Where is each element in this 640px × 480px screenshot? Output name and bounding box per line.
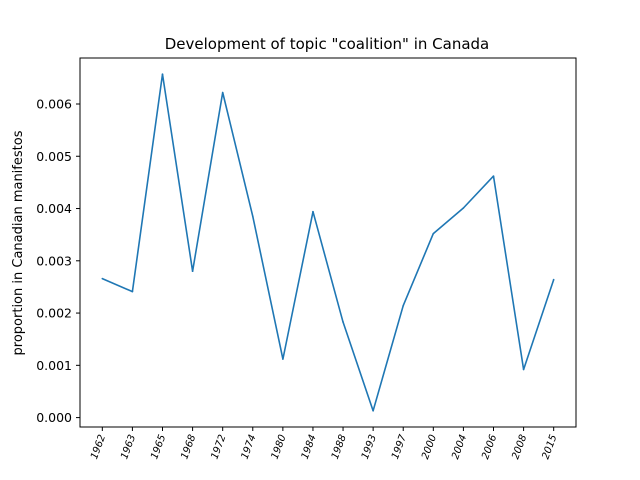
series-line <box>101 73 555 412</box>
data-point <box>191 270 194 273</box>
x-tick-label: 1965 <box>149 433 168 461</box>
data-point <box>492 175 495 177</box>
plot-frame <box>79 57 577 428</box>
x-tick-label: 1963 <box>119 433 138 461</box>
x-tick-label: 1968 <box>179 433 198 461</box>
x-tick-label: 2000 <box>420 433 439 461</box>
data-point <box>522 368 525 371</box>
x-tick-label: 1997 <box>390 433 409 461</box>
y-tick-label: 0.000 <box>36 410 72 425</box>
y-tick-label: 0.003 <box>36 253 72 268</box>
y-tick-label: 0.004 <box>36 201 72 216</box>
y-tick-label: 0.006 <box>36 96 72 111</box>
data-point <box>221 91 224 94</box>
data-point <box>101 277 104 280</box>
data-point <box>251 215 254 218</box>
x-tick-label: 1980 <box>270 433 289 461</box>
data-point <box>372 409 374 412</box>
x-tick-label: 1972 <box>209 433 228 461</box>
y-axis: 0.000 0.001 0.002 0.003 0.004 0.005 0.006 <box>36 96 80 425</box>
data-point <box>131 290 134 293</box>
data-point <box>462 207 465 209</box>
data-point <box>402 304 405 307</box>
y-tick-label: 0.005 <box>36 149 72 164</box>
x-tick-label: 2006 <box>480 433 499 461</box>
data-point <box>312 210 314 213</box>
x-tick-label: 1962 <box>89 433 108 461</box>
x-tick-label: 1974 <box>240 433 259 461</box>
x-tick-label: 1984 <box>300 433 319 461</box>
y-tick-label: 0.001 <box>36 358 72 373</box>
series-group <box>101 73 555 412</box>
x-tick-label: 1993 <box>360 433 379 461</box>
data-point <box>552 278 555 281</box>
x-axis: 1962 1963 1965 1968 1972 1974 1980 1984 1988 1993… <box>89 427 559 461</box>
data-point <box>432 232 435 235</box>
y-tick-label: 0.002 <box>36 306 72 321</box>
y-axis-label: proportion in Canadian manifestos <box>11 130 26 355</box>
chart-title: Development of topic "coalition" in Cana… <box>165 35 490 53</box>
x-tick-label: 2004 <box>450 433 469 461</box>
data-point <box>342 321 344 323</box>
data-point <box>282 358 284 360</box>
data-point <box>161 73 164 76</box>
x-tick-label: 2008 <box>510 433 529 461</box>
x-tick-label: 2015 <box>540 433 559 461</box>
x-tick-label: 1988 <box>330 433 349 461</box>
